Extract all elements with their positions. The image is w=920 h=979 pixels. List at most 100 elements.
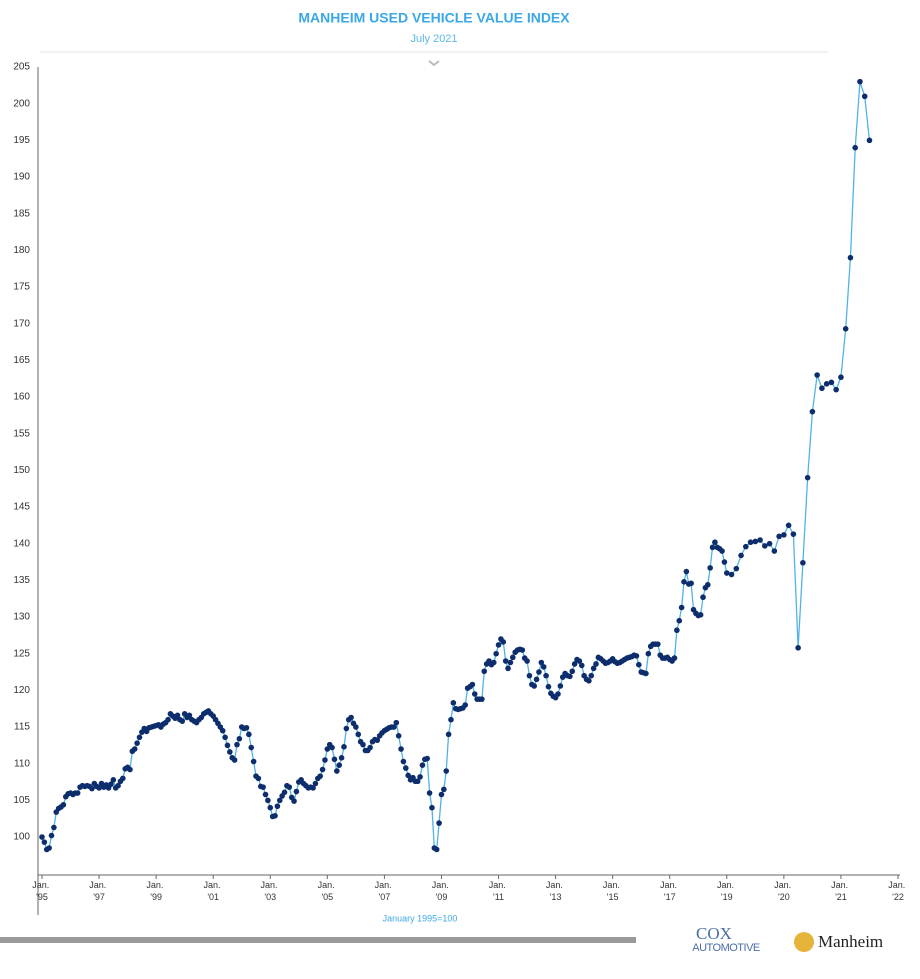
data-point (643, 670, 649, 677)
data-point (272, 812, 278, 819)
data-point (636, 661, 642, 668)
data-point (355, 731, 362, 738)
data-point (462, 702, 469, 708)
x-tick-label: Jan. '17 (660, 880, 680, 902)
data-point (367, 744, 373, 751)
x-tick-label-line: '97 (93, 892, 105, 902)
data-point (678, 604, 685, 611)
x-tick-label-line: Jan. (375, 880, 395, 890)
x-tick-label: Jan. '19 (717, 880, 737, 902)
data-point (795, 645, 801, 651)
data-point (576, 658, 583, 664)
x-tick-label-line: Jan. (831, 880, 851, 890)
y-tick-label: 190 (13, 172, 30, 183)
data-point (866, 137, 873, 144)
data-point (688, 580, 694, 587)
data-point (823, 381, 830, 387)
data-point (809, 408, 816, 415)
data-point (433, 846, 440, 853)
x-tick-label-line: '07 (379, 892, 391, 902)
data-point (733, 565, 740, 572)
data-point (697, 612, 704, 618)
x-tick-label-line: '20 (778, 892, 790, 902)
data-point (500, 639, 507, 645)
data-point (317, 773, 324, 779)
data-point (524, 658, 530, 664)
data-point (131, 746, 138, 752)
data-point (393, 719, 400, 726)
chevron[interactable] (428, 60, 440, 67)
x-tick-label-line: '22 (892, 892, 904, 902)
x-tick-label: Jan. '22 (888, 880, 908, 902)
data-point (502, 658, 509, 664)
data-point (712, 539, 718, 546)
data-point (531, 683, 537, 689)
y-tick-label: 165 (13, 355, 30, 366)
data-point (41, 839, 48, 845)
chart-subtitle: July 2021 (410, 33, 457, 45)
y-tick-label: 150 (13, 465, 30, 476)
data-point (343, 725, 350, 732)
data-point (276, 797, 283, 804)
data-point (426, 790, 433, 796)
data-point (424, 755, 431, 762)
x-tick-label: Jan. '99 (146, 880, 166, 902)
data-point (852, 144, 858, 151)
data-point (747, 539, 754, 546)
data-point (766, 540, 773, 547)
x-tick-label-line: '05 (321, 892, 333, 902)
x-tick-label-line: '21 (835, 892, 847, 902)
data-point (331, 756, 338, 763)
data-point (236, 735, 243, 742)
data-point (510, 654, 516, 661)
data-point (557, 683, 564, 689)
data-point (134, 740, 140, 746)
data-point (448, 716, 454, 723)
y-tick-label: 115 (14, 722, 30, 733)
data-point (438, 791, 445, 798)
data-point (227, 749, 233, 755)
data-point (593, 661, 599, 667)
x-tick-label-line: Jan. (203, 880, 223, 890)
data-point (46, 845, 52, 851)
chart-title: MANHEIM USED VEHICLE VALUE INDEX (298, 10, 570, 26)
data-point (738, 552, 744, 559)
data-point (348, 714, 354, 721)
data-point (676, 617, 683, 624)
x-tick-label-line: Jan. (888, 880, 908, 890)
data-point (246, 731, 252, 738)
x-tick-label: Jan. '95 (32, 880, 52, 902)
data-point (324, 746, 331, 752)
data-point (781, 532, 787, 538)
data-point (674, 627, 680, 634)
data-point (445, 731, 452, 738)
data-point (578, 662, 585, 669)
data-point (490, 659, 497, 666)
data-point (683, 568, 690, 575)
data-point (588, 672, 595, 679)
x-tick-label-line: Jan. (774, 880, 794, 890)
data-point (417, 774, 423, 780)
y-tick-label: 170 (13, 318, 30, 329)
x-tick-label-line: Jan. (603, 880, 623, 890)
data-point (441, 786, 447, 793)
data-point (533, 676, 540, 683)
data-point (219, 727, 226, 734)
data-point (776, 533, 782, 540)
y-tick-label: 205 (13, 62, 30, 73)
y-tick-label: 100 (13, 832, 30, 843)
data-point (74, 790, 81, 796)
y-tick-label: 120 (13, 685, 30, 696)
data-point (519, 647, 526, 653)
index-line (41, 81, 871, 851)
data-point (555, 691, 561, 697)
data-point (709, 544, 716, 551)
x-tick-label-line: '13 (550, 892, 562, 902)
data-point (752, 538, 759, 545)
data-point (334, 768, 340, 774)
data-point (586, 678, 592, 684)
data-point (857, 78, 863, 85)
data-point (814, 372, 820, 378)
data-point (655, 641, 661, 647)
